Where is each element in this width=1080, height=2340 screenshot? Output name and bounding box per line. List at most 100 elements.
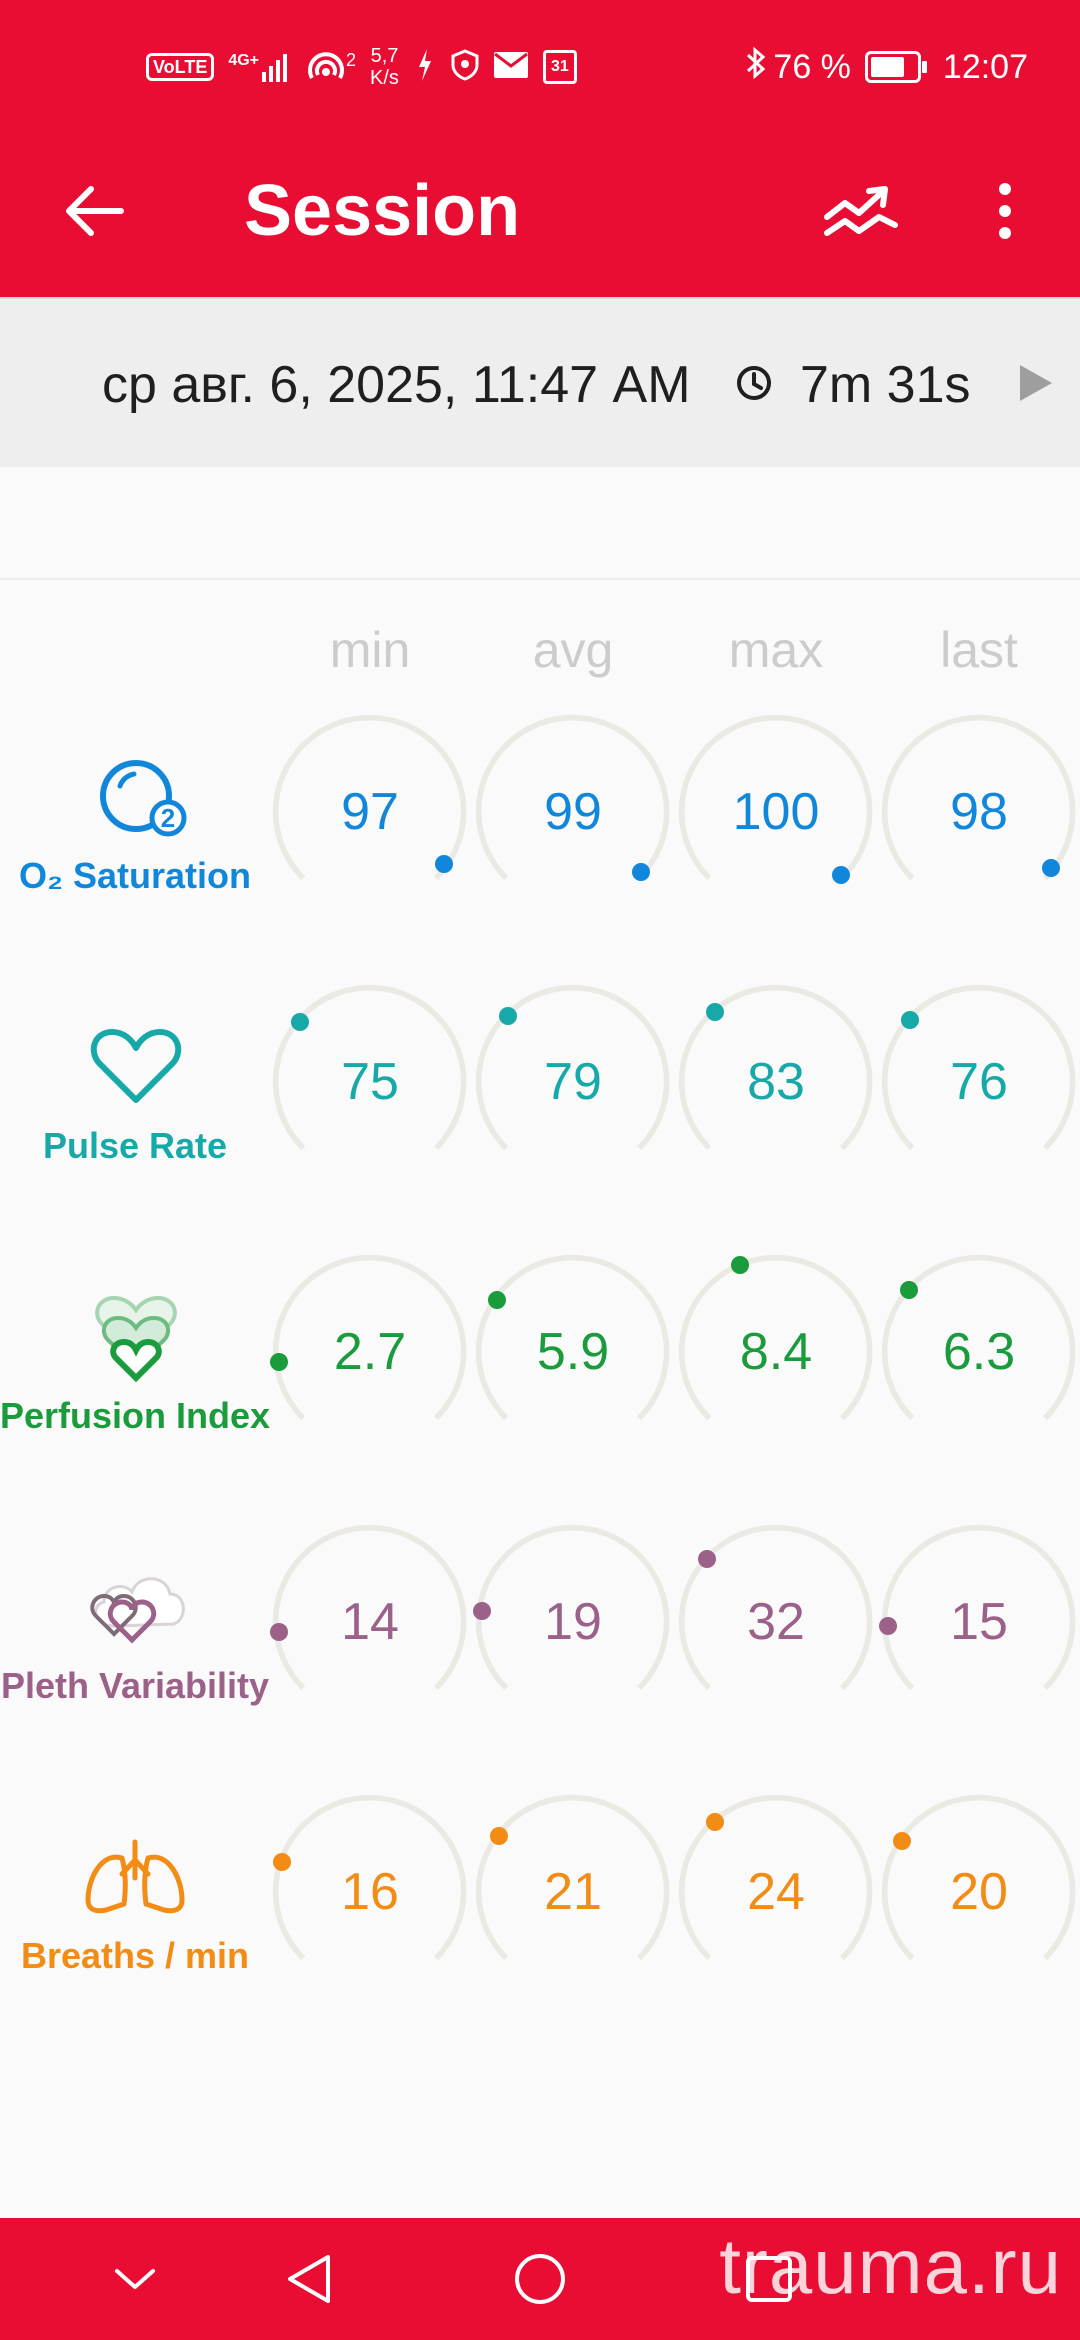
gauge-arc — [475, 1794, 670, 1961]
gauge-value: 16 — [341, 1863, 399, 1921]
trend-button[interactable] — [818, 166, 908, 256]
nav-back-button[interactable] — [274, 2244, 344, 2314]
gauge-arc — [272, 714, 467, 881]
gauge-dot — [900, 1281, 918, 1299]
gauge-pulse-avg: 79 — [473, 982, 673, 1182]
gauge-arc — [881, 714, 1076, 881]
gauge-dot — [1042, 859, 1060, 877]
gauge-arc — [475, 1254, 670, 1421]
gauge-dot — [632, 863, 650, 881]
gauge-o2-avg: 99 — [473, 712, 673, 912]
column-header-max: max — [728, 622, 824, 678]
gauge-o2-max: 100 — [676, 712, 876, 912]
gauge-dot — [490, 1827, 508, 1845]
gauge-value: 20 — [950, 1863, 1008, 1921]
gauge-arc — [678, 984, 873, 1151]
gauge-pulse-last: 76 — [879, 982, 1079, 1182]
gauge-value: 76 — [950, 1053, 1008, 1111]
gauge-arc — [881, 1794, 1076, 1961]
play-icon[interactable] — [1016, 361, 1056, 405]
top-bar-background — [0, 0, 1080, 297]
battery-fill — [870, 57, 904, 77]
gauge-dot — [698, 1550, 716, 1568]
network-speed: 5,7 K/s — [370, 45, 399, 89]
gauge-dot — [435, 855, 453, 873]
gauge-arc — [272, 984, 467, 1151]
app-bar: Session — [0, 130, 1080, 297]
gauge-arc — [879, 1524, 1076, 1691]
gauge-arc — [881, 984, 1076, 1151]
gauge-dot — [879, 1617, 897, 1635]
gauge-dot — [706, 1813, 724, 1831]
gauge-value: 5.9 — [536, 1323, 610, 1381]
gauge-value: 97 — [341, 783, 399, 841]
nav-collapse-button[interactable] — [100, 2244, 170, 2314]
gauge-value: 2.7 — [333, 1323, 407, 1381]
back-arrow-icon — [66, 186, 124, 236]
nav-recents-button[interactable] — [734, 2244, 804, 2314]
trend-icon — [824, 186, 898, 236]
chevron-down-icon — [115, 2269, 155, 2289]
gauge-dot — [291, 1013, 309, 1031]
gauge-arc — [270, 1524, 467, 1691]
gauge-o2-last: 98 — [879, 712, 1079, 912]
lungs-icon — [85, 1839, 185, 1914]
circle-home-icon — [515, 2254, 565, 2304]
gauge-dot — [731, 1256, 749, 1274]
gauge-value: 83 — [747, 1053, 805, 1111]
gauge-value: 6.3 — [942, 1323, 1016, 1381]
mail-icon — [493, 51, 529, 84]
system-navigation-bar — [0, 2218, 1080, 2340]
content-divider — [0, 578, 1080, 580]
gauge-value: 19 — [544, 1593, 602, 1651]
metric-label-pleth-variability: Pleth Variability — [0, 1665, 270, 1706]
column-header-last: last — [940, 622, 1018, 678]
gauge-dot — [270, 1353, 288, 1371]
metric-label-perfusion-index: Perfusion Index — [0, 1395, 271, 1436]
gauge-breaths-avg: 21 — [473, 1792, 673, 1992]
gauge-dot — [499, 1007, 517, 1025]
gauge-pleth-last: 15 — [879, 1522, 1079, 1722]
gauge-dot — [273, 1853, 291, 1871]
back-button[interactable] — [50, 166, 140, 256]
gauge-dot — [488, 1291, 506, 1309]
gauge-value: 100 — [732, 783, 820, 841]
status-bar: VoLTE 4G+ 2 5,7 K/s 31 76 % 1 — [0, 0, 1080, 130]
gauge-arc — [473, 1524, 670, 1691]
gauge-perfusion-max: 8.4 — [676, 1252, 876, 1452]
gauge-pleth-max: 32 — [676, 1522, 876, 1722]
gauge-breaths-max: 24 — [676, 1792, 876, 1992]
gauge-value: 79 — [544, 1053, 602, 1111]
gauge-arc — [270, 1254, 467, 1421]
gauge-dot — [270, 1623, 288, 1641]
metric-label-o2-saturation: O₂ Saturation — [18, 855, 251, 896]
square-recents-icon — [746, 2256, 792, 2302]
calendar-icon: 31 — [542, 50, 577, 84]
gauge-dot — [901, 1011, 919, 1029]
session-datetime: ср авг. 6, 2025, 11:47 AM — [102, 356, 691, 414]
gauge-dot — [832, 866, 850, 884]
battery-percent: 76 % — [773, 47, 851, 86]
bluetooth-icon — [745, 45, 767, 90]
gauge-value: 99 — [544, 783, 602, 841]
hotspot-icon: 2 — [306, 50, 356, 84]
gauge-perfusion-last: 6.3 — [879, 1252, 1079, 1452]
gauge-perfusion-min: 2.7 — [270, 1252, 470, 1452]
session-duration: 7m 31s — [800, 356, 971, 414]
gauge-perfusion-avg: 5.9 — [473, 1252, 673, 1452]
hearts-cloud-icon — [90, 1577, 185, 1644]
nav-home-button[interactable] — [505, 2244, 575, 2314]
gauge-value: 24 — [747, 1863, 805, 1921]
gauge-arc — [678, 1254, 873, 1421]
gauge-arc — [881, 1254, 1076, 1421]
more-options-button[interactable] — [960, 166, 1050, 256]
battery-icon — [864, 51, 927, 83]
gauge-arc — [678, 714, 873, 884]
gauge-value: 32 — [747, 1593, 805, 1651]
gauge-dot — [893, 1832, 911, 1850]
gauge-dot — [473, 1602, 491, 1620]
triangle-back-icon — [288, 2255, 330, 2303]
hotspot-count: 2 — [346, 50, 357, 70]
metric-label-pulse-rate: Pulse Rate — [42, 1125, 228, 1166]
gauge-value: 8.4 — [739, 1323, 813, 1381]
